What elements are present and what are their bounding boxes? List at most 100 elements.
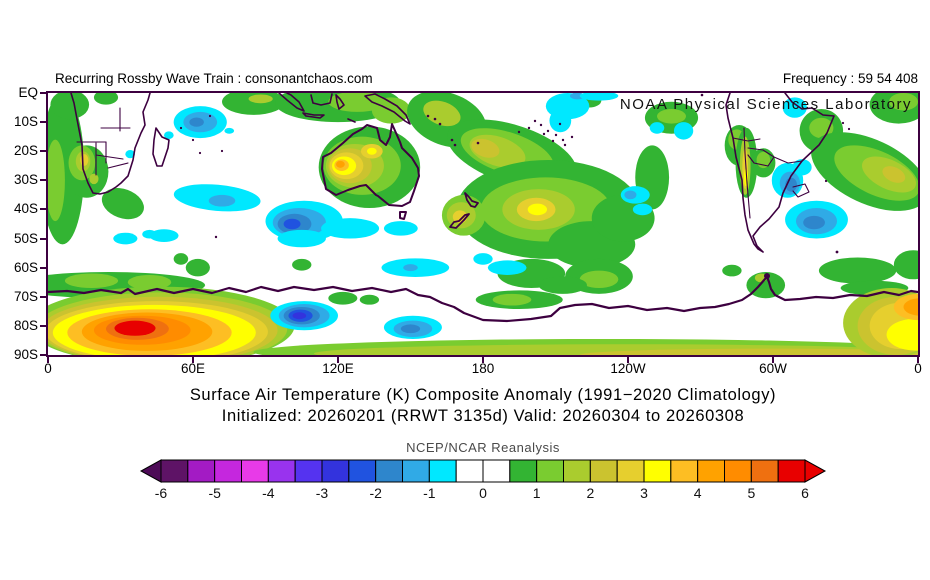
colorbar-cell xyxy=(509,459,538,483)
colorbar-tick-label: 5 xyxy=(747,485,755,501)
lon-tick xyxy=(192,356,194,363)
anomaly-region xyxy=(189,117,204,127)
anomaly-region xyxy=(149,229,179,243)
anomaly-region xyxy=(423,100,461,127)
coastline-africa xyxy=(70,93,151,195)
anomaly-region xyxy=(248,94,273,104)
anomaly-region xyxy=(893,250,918,280)
lat-tick-label: 60S xyxy=(13,259,38,275)
anomaly-region xyxy=(101,188,144,220)
anomaly-region xyxy=(173,253,189,265)
anomaly-region xyxy=(549,109,572,133)
lat-tick-label: EQ xyxy=(18,85,38,100)
colorbar-tick-label: -3 xyxy=(316,485,329,501)
anomaly-region xyxy=(127,274,172,290)
colorbar-tick-label: 4 xyxy=(694,485,702,501)
anomaly-region xyxy=(673,122,694,140)
coastline-indonesia xyxy=(278,93,411,125)
anomaly-region xyxy=(50,93,90,120)
borders-south-america xyxy=(732,127,810,219)
lon-tick xyxy=(917,356,919,363)
lon-tick-label: 60E xyxy=(180,361,206,376)
lon-tick-label: 120E xyxy=(322,361,354,376)
colorbar-cell xyxy=(563,459,591,483)
anomaly-region xyxy=(889,93,918,111)
lat-tick xyxy=(40,121,47,124)
anomaly-region xyxy=(89,173,99,185)
colorbar-cell xyxy=(724,459,752,483)
colorbar-cell xyxy=(160,459,189,483)
lon-tick-label: 0 xyxy=(44,361,52,376)
lat-tick xyxy=(40,208,47,211)
header-source-text: Recurring Rossby Wave Train : consonantc… xyxy=(55,71,373,86)
colorbar-cell xyxy=(267,459,296,483)
colorbar-tick-label: 2 xyxy=(586,485,594,501)
colorbar-cell xyxy=(321,459,350,483)
colorbar-cell xyxy=(375,459,404,483)
lat-tick xyxy=(40,266,47,269)
colorbar-cell xyxy=(294,459,323,483)
anomaly-region xyxy=(579,93,619,101)
chart-title: Surface Air Temperature (K) Composite An… xyxy=(189,386,777,404)
coastline-south-america xyxy=(725,93,835,253)
lat-tick-label: 30S xyxy=(13,172,38,188)
lon-tick xyxy=(337,356,339,363)
colorbar: -6 -5 -4 -3 -2 -1 0 1 2 3 4 5 6 xyxy=(139,459,827,501)
colorbar-cell xyxy=(643,459,672,483)
lat-tick xyxy=(40,92,47,94)
lat-tick-label: 10S xyxy=(13,114,38,130)
lon-tick xyxy=(482,356,484,363)
colorbar-cell xyxy=(777,459,806,483)
anomaly-map xyxy=(48,93,918,355)
lon-tick-label: 180 xyxy=(471,361,495,376)
lat-tick xyxy=(40,237,47,240)
anomaly-region xyxy=(782,97,807,118)
anomaly-region xyxy=(292,258,312,271)
anomaly-fill-layer xyxy=(48,93,918,355)
anomaly-region xyxy=(142,229,157,239)
colorbar-title: NCEP/NCAR Reanalysis xyxy=(406,440,560,455)
colorbar-cell xyxy=(348,459,377,483)
anomaly-region xyxy=(487,260,527,275)
antarctic-peninsula-tip xyxy=(764,273,770,279)
coastline-new-zealand xyxy=(449,192,479,229)
lat-tick-label: 40S xyxy=(13,201,38,217)
colorbar-cell xyxy=(697,459,726,483)
anomaly-region xyxy=(657,109,686,124)
lat-tick xyxy=(40,324,47,327)
anomaly-region xyxy=(367,147,377,155)
colorbar-cell xyxy=(589,459,618,483)
colorbar-cell xyxy=(616,459,645,483)
anomaly-region xyxy=(882,166,906,183)
coastline-australia xyxy=(321,123,420,207)
anomaly-region xyxy=(164,131,174,139)
lat-tick-label: 50S xyxy=(13,230,38,246)
colorbar-tick-label: 1 xyxy=(533,485,541,501)
lat-tick xyxy=(40,179,47,182)
colorbar-tick-label: -4 xyxy=(262,485,275,501)
anomaly-region xyxy=(473,253,493,265)
colorbar-over-arrow xyxy=(804,459,827,483)
anomaly-region xyxy=(328,291,358,305)
anomaly-region xyxy=(538,276,587,294)
anomaly-region xyxy=(321,218,380,239)
anomaly-region xyxy=(632,203,653,216)
anomaly-region xyxy=(113,232,138,245)
colorbar-tick-label: 0 xyxy=(479,485,487,501)
anomaly-region xyxy=(185,258,210,277)
anomaly-region xyxy=(64,273,119,289)
borders-africa xyxy=(76,107,131,176)
colorbar-cell xyxy=(428,459,457,483)
anomaly-region xyxy=(292,312,307,320)
chart-subtitle: Initialized: 20260201 (RRWT 3135d) Valid… xyxy=(221,407,745,425)
colorbar-tick-label: 6 xyxy=(801,485,809,501)
anomaly-region xyxy=(48,139,65,222)
anomaly-region xyxy=(903,298,918,316)
anomaly-region xyxy=(125,150,135,159)
colorbar-cell xyxy=(482,459,511,483)
anomaly-region xyxy=(224,127,235,134)
noaa-credit: NOAA Physical Sciences Laboratory xyxy=(619,96,912,113)
anomaly-region xyxy=(722,264,742,277)
colorbar-tick-label: -2 xyxy=(369,485,382,501)
anomaly-region xyxy=(400,324,421,334)
